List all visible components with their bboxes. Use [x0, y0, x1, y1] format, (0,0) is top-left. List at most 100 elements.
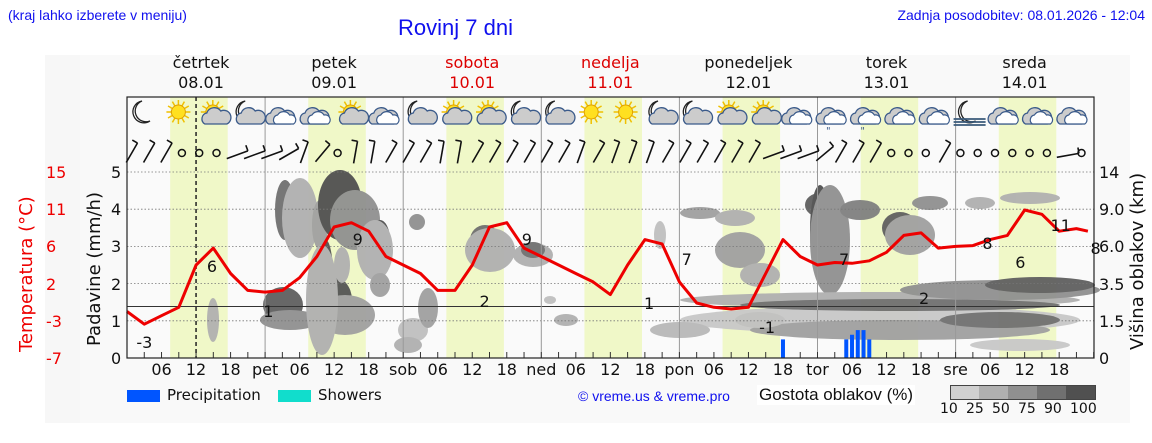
precip-tick: 2	[111, 274, 122, 294]
cloud-icon	[1021, 107, 1054, 125]
cloud-icon	[299, 107, 331, 125]
day-date: 13.01	[863, 73, 910, 92]
precip-tick: 5	[111, 163, 122, 182]
temperature-tick: -7	[46, 349, 62, 368]
day-date: 11.01	[587, 73, 634, 92]
day-header-09.01: petek 09.01	[269, 53, 399, 93]
cloud-height-tick: 6.0	[1099, 237, 1125, 257]
temperature-annotation: 6	[206, 257, 218, 276]
moon-fog-icon	[953, 100, 986, 126]
temperature-tick: 15	[46, 163, 67, 182]
moon-cloud-icon	[682, 100, 714, 125]
day-name: sreda	[1002, 53, 1047, 72]
x-tick: pet	[251, 360, 279, 379]
svg-text:": "	[826, 126, 831, 137]
moon-cloud-icon	[510, 100, 542, 125]
day-date: 08.01	[178, 73, 224, 92]
location-hint: (kraj lahko izberete v meniju)	[8, 7, 187, 23]
sun-icon	[613, 100, 638, 124]
cloud-height-tick: 3.5	[1099, 274, 1125, 294]
sun-cloud-icon	[200, 100, 232, 125]
temperature-annotation: 2	[479, 292, 490, 311]
density-swatch	[1008, 385, 1037, 400]
density-swatch	[1066, 385, 1096, 400]
day-header-12.01: ponedeljek 12.01	[683, 53, 813, 93]
temperature-annotation: 8	[1090, 239, 1101, 258]
temperature-tick: 6	[46, 237, 57, 257]
cloud-icon	[884, 107, 916, 125]
x-tick: 06	[979, 360, 1001, 379]
cloud-height-tick: 1.5	[1099, 311, 1125, 331]
cloud-icon	[781, 107, 813, 125]
temperature-annotation: 11	[1050, 216, 1071, 235]
temperature-annotation: 9	[352, 230, 363, 249]
temperature-annotation: 8	[982, 234, 993, 253]
x-tick: ned	[526, 360, 557, 379]
x-tick: 06	[841, 360, 863, 379]
precip-tick: 1	[111, 311, 122, 331]
cloud-height-tick: 9.0	[1099, 200, 1125, 220]
day-header-13.01: torek 13.01	[822, 53, 952, 93]
cloud-height-tick: 14	[1099, 163, 1120, 182]
x-tick: sre	[943, 360, 968, 379]
cloud-density-title: Gostota oblakov (%)	[757, 385, 916, 405]
day-name: petek	[311, 53, 357, 72]
cloud-height-axis-label: Višina oblakov (km)	[1127, 172, 1148, 350]
x-tick: 18	[358, 360, 379, 379]
temperature-tick: 11	[46, 200, 67, 220]
x-tick: 18	[220, 360, 241, 379]
day-date: 09.01	[311, 73, 357, 92]
moon-cloud-icon	[407, 100, 439, 125]
temperature-annotation: 7	[839, 250, 850, 269]
day-date: 10.01	[449, 73, 496, 92]
temperature-tick: -3	[46, 311, 62, 331]
temperature-axis-label: Temperatura (°C)	[16, 196, 37, 352]
x-tick: 12	[1014, 360, 1035, 379]
x-tick: 12	[600, 360, 621, 379]
sun-cloud-icon	[476, 100, 507, 125]
temperature-annotation: 1	[644, 294, 655, 313]
density-scale-label: 10	[940, 401, 958, 417]
temperature-annotation: 9	[521, 230, 532, 249]
temperature-annotation: 6	[1015, 253, 1026, 272]
precipitation-legend-label: Precipitation	[167, 386, 261, 404]
x-tick: tor	[806, 360, 829, 379]
day-header-08.01: četrtek 08.01	[136, 53, 266, 93]
temperature-tick: 2	[46, 274, 57, 294]
precip-tick: 0	[111, 349, 122, 368]
x-tick: 18	[1048, 360, 1070, 379]
x-tick: 06	[151, 360, 172, 379]
temperature-axis-panel	[45, 55, 80, 423]
x-tick: 06	[565, 360, 586, 379]
moon-cloud-icon	[235, 100, 267, 125]
cloud-icon	[987, 107, 1019, 125]
day-name: nedelja	[580, 53, 640, 72]
temperature-annotation: -3	[136, 333, 153, 352]
x-tick: 06	[427, 360, 448, 379]
showers-swatch	[278, 390, 311, 402]
x-tick: 06	[703, 360, 725, 379]
temperature-annotation: 7	[681, 250, 692, 269]
moon-cloud-icon	[648, 100, 679, 125]
day-name: torek	[865, 53, 908, 72]
sun-cloud-icon	[751, 100, 783, 125]
cloud-icon	[1056, 107, 1088, 125]
sun-cloud-icon	[441, 100, 473, 125]
copyright-link[interactable]: © vreme.us & vreme.pro	[578, 388, 730, 404]
density-swatch	[1037, 385, 1066, 400]
day-date: 14.01	[1001, 73, 1048, 92]
precip-tick: 4	[111, 200, 122, 220]
density-scale-label: 25	[966, 401, 984, 417]
day-name: sobota	[445, 53, 500, 72]
moon-cloud-icon	[545, 100, 576, 125]
day-name: ponedeljek	[704, 53, 793, 72]
sun-icon	[166, 100, 191, 124]
cloud-drizzle-icon: "	[815, 107, 847, 137]
x-tick: 18	[772, 360, 794, 379]
sun-cloud-icon	[716, 100, 748, 125]
x-tick: 12	[185, 360, 207, 379]
precip-tick: 3	[111, 237, 122, 257]
day-header-10.01: sobota 10.01	[407, 53, 537, 93]
x-tick: 12	[323, 360, 345, 379]
